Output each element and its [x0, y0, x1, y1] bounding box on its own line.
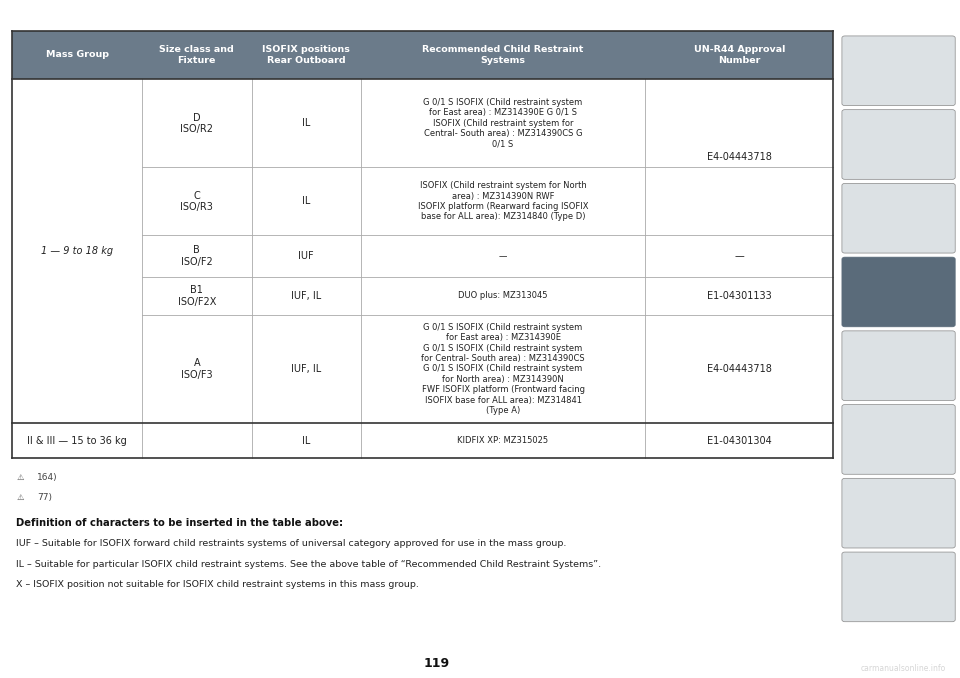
Text: 164): 164)	[37, 473, 58, 482]
FancyBboxPatch shape	[842, 36, 955, 106]
Text: Size class and
Fixture: Size class and Fixture	[159, 45, 234, 64]
Text: 1 — 9 to 18 kg: 1 — 9 to 18 kg	[41, 246, 113, 256]
Text: —: —	[734, 252, 744, 261]
Text: IUF – Suitable for ISOFIX forward child restraints systems of universal category: IUF – Suitable for ISOFIX forward child …	[16, 539, 566, 549]
Text: A
ISO/F3: A ISO/F3	[181, 358, 212, 380]
Text: UN-R44 Approval
Number: UN-R44 Approval Number	[693, 45, 785, 64]
Text: E1-04301304: E1-04301304	[707, 436, 772, 445]
Text: ISOFIX (Child restraint system for North
area) : MZ314390N RWF
ISOFIX platform (: ISOFIX (Child restraint system for North…	[418, 181, 588, 222]
Text: IUF, IL: IUF, IL	[291, 291, 322, 301]
Text: G 0/1 S ISOFIX (Child restraint system
for East area) : MZ314390E
G 0/1 S ISOFIX: G 0/1 S ISOFIX (Child restraint system f…	[421, 323, 585, 415]
Text: KIDFIX XP: MZ315025: KIDFIX XP: MZ315025	[458, 436, 548, 445]
FancyBboxPatch shape	[842, 110, 955, 180]
Text: IL – Suitable for particular ISOFIX child restraint systems. See the above table: IL – Suitable for particular ISOFIX chil…	[16, 559, 602, 569]
Text: B
ISO/F2: B ISO/F2	[180, 245, 213, 267]
FancyBboxPatch shape	[842, 552, 955, 622]
Text: 77): 77)	[37, 493, 53, 502]
Text: Recommended Child Restraint
Systems: Recommended Child Restraint Systems	[422, 45, 584, 64]
Text: ⚠: ⚠	[16, 493, 24, 502]
Text: II & III — 15 to 36 kg: II & III — 15 to 36 kg	[28, 436, 127, 445]
Text: IUF, IL: IUF, IL	[291, 364, 322, 374]
Text: C
ISO/R3: C ISO/R3	[180, 191, 213, 212]
Text: Mass Group: Mass Group	[46, 50, 108, 60]
FancyBboxPatch shape	[842, 405, 955, 475]
Text: B1
ISO/F2X: B1 ISO/F2X	[178, 285, 216, 306]
Text: ISOFIX positions
Rear Outboard: ISOFIX positions Rear Outboard	[262, 45, 350, 64]
Text: X – ISOFIX position not suitable for ISOFIX child restraint systems in this mass: X – ISOFIX position not suitable for ISO…	[16, 580, 420, 589]
Text: carmanualsonline.info: carmanualsonline.info	[860, 664, 946, 673]
Text: IL: IL	[302, 436, 310, 445]
Text: ⚠: ⚠	[16, 473, 24, 482]
Text: DUO plus: MZ313045: DUO plus: MZ313045	[458, 292, 548, 300]
FancyBboxPatch shape	[842, 257, 955, 327]
Text: IL: IL	[302, 197, 310, 206]
Bar	[12, 31, 833, 79]
Text: E1-04301133: E1-04301133	[707, 291, 772, 301]
FancyBboxPatch shape	[842, 184, 955, 253]
Text: Definition of characters to be inserted in the table above:: Definition of characters to be inserted …	[16, 519, 344, 528]
FancyBboxPatch shape	[842, 331, 955, 401]
Text: IL: IL	[302, 119, 310, 128]
Text: E4-04443718: E4-04443718	[707, 364, 772, 374]
Text: E4-04443718: E4-04443718	[707, 153, 772, 162]
Text: D
ISO/R2: D ISO/R2	[180, 113, 213, 134]
Text: —: —	[499, 252, 507, 261]
Text: G 0/1 S ISOFIX (Child restraint system
for East area) : MZ314390E G 0/1 S
ISOFIX: G 0/1 S ISOFIX (Child restraint system f…	[423, 98, 583, 148]
Text: IUF: IUF	[299, 252, 314, 261]
FancyBboxPatch shape	[842, 479, 955, 548]
Text: 119: 119	[423, 657, 450, 670]
